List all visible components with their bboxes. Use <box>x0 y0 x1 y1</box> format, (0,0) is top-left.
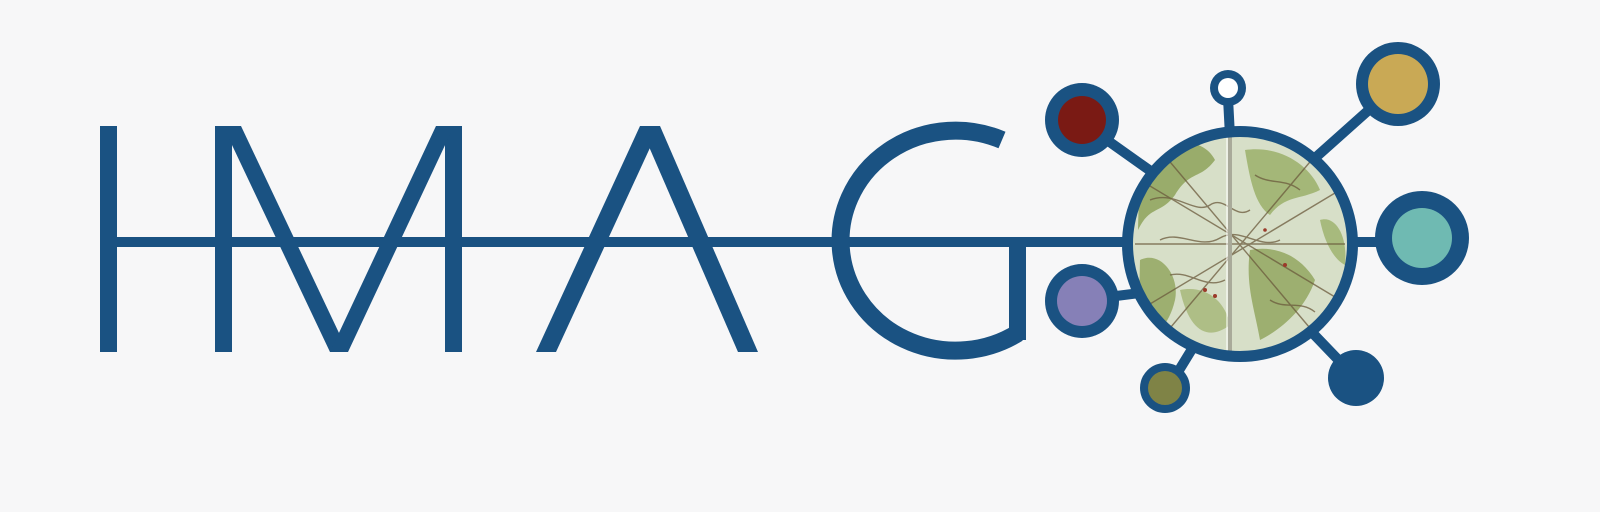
node-navy <box>1328 350 1384 406</box>
letter-a <box>536 126 758 352</box>
horizontal-line-right <box>1340 237 1380 247</box>
letter-i <box>100 126 117 352</box>
letter-g <box>831 121 1026 360</box>
letter-m <box>215 126 462 352</box>
network-node-icon <box>1045 42 1469 413</box>
world-map-globe-icon <box>1122 126 1358 362</box>
horizontal-line <box>100 237 1140 247</box>
